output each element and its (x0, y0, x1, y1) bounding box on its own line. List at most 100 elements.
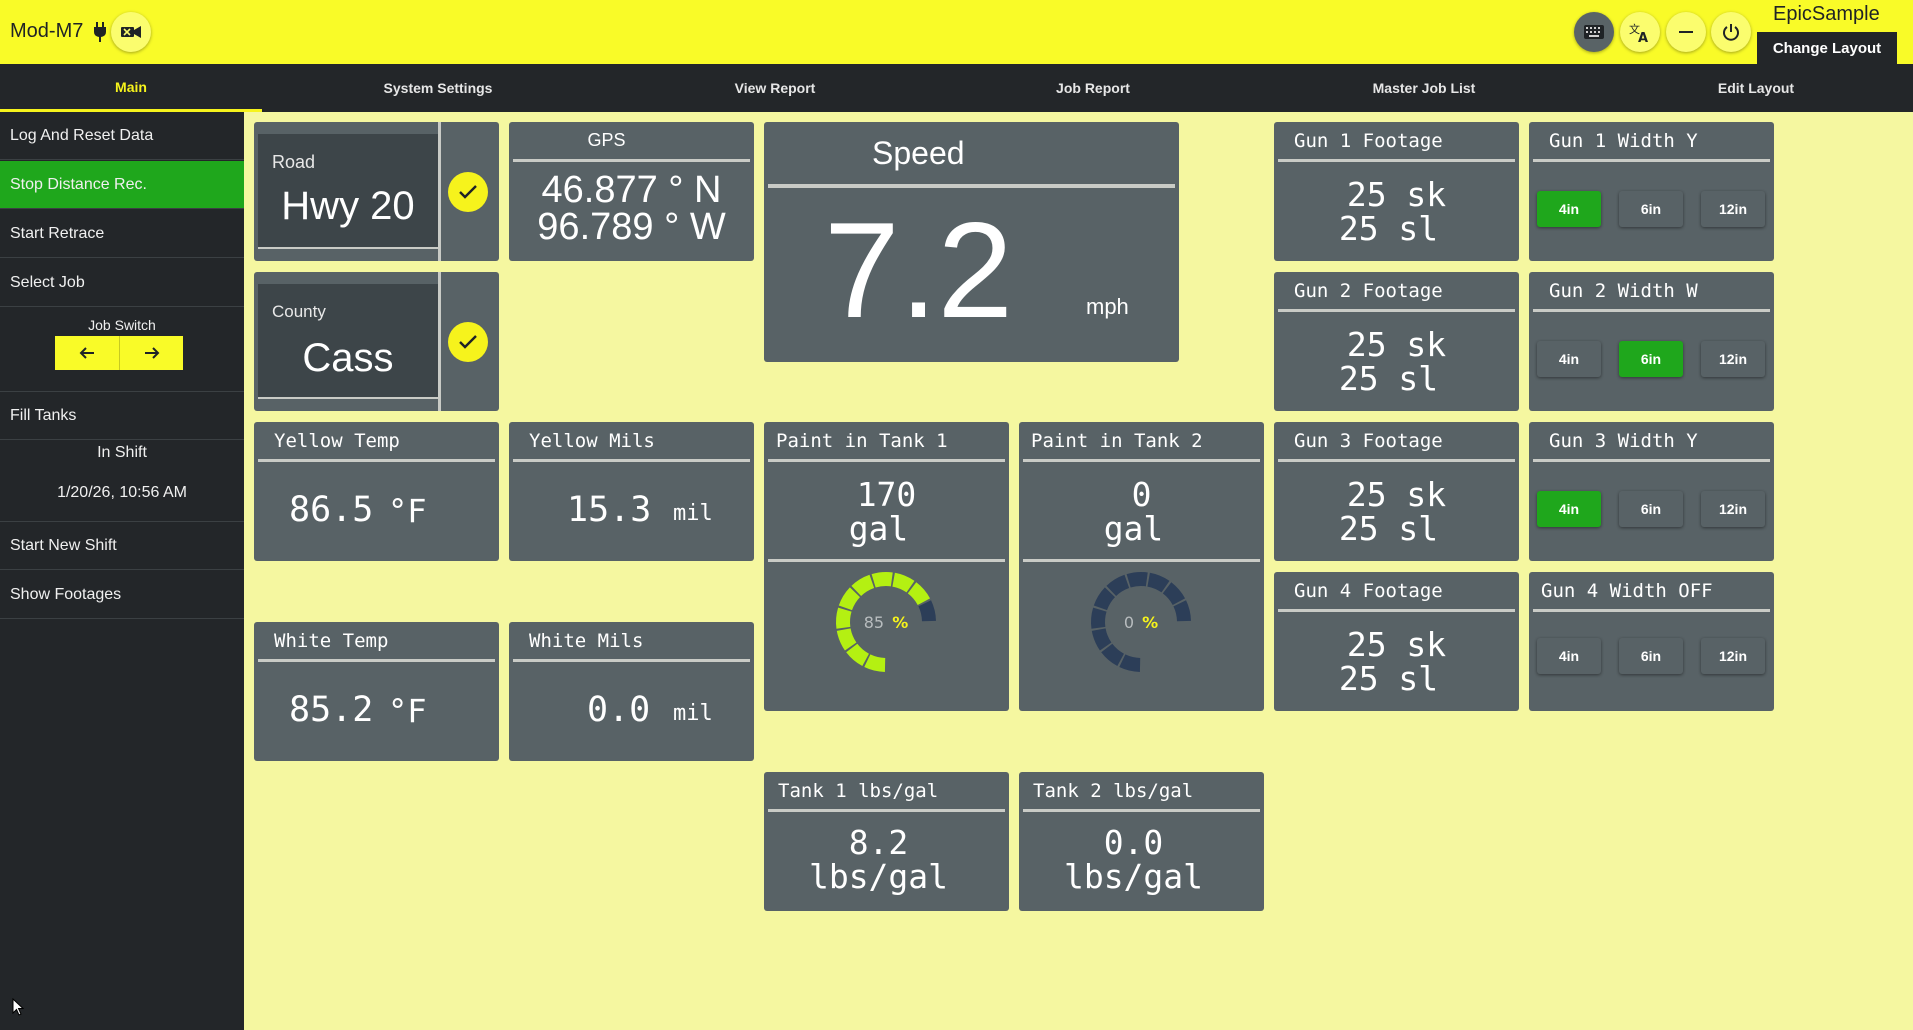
tab-main[interactable]: Main (0, 64, 262, 112)
gun4-width-panel: Gun 4 Width OFF 4in 6in 12in (1529, 572, 1774, 711)
fill-tanks-button[interactable]: Fill Tanks (0, 392, 244, 440)
gun4-width-6in-button[interactable]: 6in (1619, 638, 1683, 674)
tank2-gauge-segment (1091, 628, 1112, 651)
gun2-footage-sl: 25 sl (1338, 359, 1439, 398)
gun3-width-4in-button[interactable]: 4in (1537, 491, 1601, 527)
svg-text:85 %: 85 % (864, 613, 908, 632)
minimize-button[interactable] (1666, 12, 1706, 52)
select-job-button[interactable]: Select Job (0, 259, 244, 307)
sidebar: Log And Reset Data Stop Distance Rec. St… (0, 112, 244, 1030)
tank2-gauge-segment (1106, 574, 1130, 596)
gun2-width-title: Gun 2 Width W (1533, 272, 1770, 312)
start-retrace-button[interactable]: Start Retrace (0, 210, 244, 258)
gun4-footage-title: Gun 4 Footage (1278, 572, 1515, 612)
tank2-percent-sign: % (1142, 613, 1158, 632)
tank1-gauge-segment (871, 572, 893, 588)
white-temp-unit: °F (388, 692, 427, 730)
county-confirm-button[interactable] (448, 322, 488, 362)
white-mils-unit: mil (673, 701, 713, 726)
tank2-gauge: 0 % (1091, 572, 1191, 672)
gun3-width-12in-button[interactable]: 12in (1701, 491, 1765, 527)
plug-icon (94, 22, 106, 42)
tank1-gauge-segment (836, 628, 857, 651)
language-button[interactable]: 文 A (1620, 12, 1660, 52)
gun4-footage-sk: 25 sk (1346, 625, 1447, 664)
gun4-width-4in-button[interactable]: 4in (1537, 638, 1601, 674)
gun3-footage-title: Gun 3 Footage (1278, 422, 1515, 462)
tank1-gauge-segment (918, 600, 936, 622)
gun2-width-6in-button[interactable]: 6in (1619, 341, 1683, 377)
check-icon (459, 185, 477, 199)
brand-name: EpicSample (1773, 3, 1880, 25)
gun2-width-4in-button[interactable]: 4in (1537, 341, 1601, 377)
yellow-mils-title: Yellow Mils (513, 422, 750, 462)
gun2-width-panel: Gun 2 Width W 4in 6in 12in (1529, 272, 1774, 411)
county-field[interactable]: County Cass (258, 284, 438, 399)
gun3-footage-sl: 25 sl (1338, 509, 1439, 548)
tank1-gauge-segment (864, 654, 886, 672)
tab-master-job-list[interactable]: Master Job List (1372, 80, 1476, 96)
white-mils-panel: White Mils 0.0 mil (509, 622, 754, 761)
gun4-width-title: Gun 4 Width OFF (1533, 572, 1770, 612)
tab-job-report[interactable]: Job Report (1056, 80, 1130, 96)
tank2-density-unit: lbs/gal (1063, 857, 1204, 896)
tab-edit-layout[interactable]: Edit Layout (1717, 80, 1795, 96)
tank2-title: Paint in Tank 2 (1023, 422, 1260, 462)
gun4-width-12in-button[interactable]: 12in (1701, 638, 1765, 674)
gun1-footage-panel: Gun 1 Footage 25 sk 25 sl (1274, 122, 1519, 261)
power-button[interactable] (1711, 12, 1751, 52)
keyboard-icon (1584, 25, 1604, 39)
tank2-unit: gal (1103, 509, 1164, 548)
county-panel: County Cass (254, 272, 499, 411)
stop-distance-button[interactable]: Stop Distance Rec. (0, 161, 244, 209)
tank2-gauge-segment (1147, 572, 1170, 593)
gun2-footage-sk: 25 sk (1346, 325, 1447, 364)
yellow-temp-unit: °F (388, 492, 427, 530)
gun1-width-4in-button[interactable]: 4in (1537, 191, 1601, 227)
tab-view-report[interactable]: View Report (734, 80, 816, 96)
tank2-percent: 0 (1124, 613, 1134, 632)
yellow-temp-panel: Yellow Temp 86.5 °F (254, 422, 499, 561)
speed-title: Speed (768, 122, 1175, 188)
tank2-panel: Paint in Tank 2 0 gal 0 % (1019, 422, 1264, 711)
road-field[interactable]: Road Hwy 20 (258, 134, 438, 249)
tank2-gauge-segment (1162, 582, 1186, 605)
gps-lon: 96.789 ° W (537, 206, 726, 248)
tank1-percent-sign: % (892, 613, 908, 632)
road-confirm-button[interactable] (448, 172, 488, 212)
check-icon (459, 335, 477, 349)
gun3-width-panel: Gun 3 Width Y 4in 6in 12in (1529, 422, 1774, 561)
gun1-footage-sk: 25 sk (1346, 175, 1447, 214)
camera-button[interactable] (111, 12, 151, 52)
tank2-gauge-segment (1093, 587, 1115, 611)
white-temp-value: 85.2 (289, 690, 374, 730)
tank2-gauge-segment (1173, 600, 1191, 622)
gun1-footage-sl: 25 sl (1338, 209, 1439, 248)
gun3-width-6in-button[interactable]: 6in (1619, 491, 1683, 527)
gun2-footage-title: Gun 2 Footage (1278, 272, 1515, 312)
gun2-width-12in-button[interactable]: 12in (1701, 341, 1765, 377)
device-name: Mod-M7 (10, 20, 84, 42)
tab-system-settings[interactable]: System Settings (383, 80, 493, 96)
white-temp-panel: White Temp 85.2 °F (254, 622, 499, 761)
gun4-footage-sl: 25 sl (1338, 659, 1439, 698)
keyboard-button[interactable] (1574, 12, 1614, 52)
job-switch-label: Job Switch (88, 317, 156, 333)
change-layout-button[interactable]: Change Layout (1757, 32, 1897, 64)
tank1-density-title: Tank 1 lbs/gal (768, 772, 1005, 812)
show-footages-button[interactable]: Show Footages (0, 571, 244, 619)
gun1-width-6in-button[interactable]: 6in (1619, 191, 1683, 227)
tank1-gauge: 85 % (836, 572, 936, 672)
white-temp-title: White Temp (258, 622, 495, 662)
tank1-gauge-segment (838, 587, 860, 611)
tank1-gauge-segment (846, 643, 869, 667)
tank1-unit: gal (848, 509, 909, 548)
start-new-shift-button[interactable]: Start New Shift (0, 522, 244, 570)
county-label: County (272, 302, 326, 321)
gun4-footage-panel: Gun 4 Footage 25 sk 25 sl (1274, 572, 1519, 711)
job-next-button[interactable] (119, 336, 183, 370)
gun3-width-title: Gun 3 Width Y (1533, 422, 1770, 462)
log-and-reset-button[interactable]: Log And Reset Data (0, 112, 244, 160)
gun1-width-12in-button[interactable]: 12in (1701, 191, 1765, 227)
job-prev-button[interactable] (55, 336, 119, 370)
